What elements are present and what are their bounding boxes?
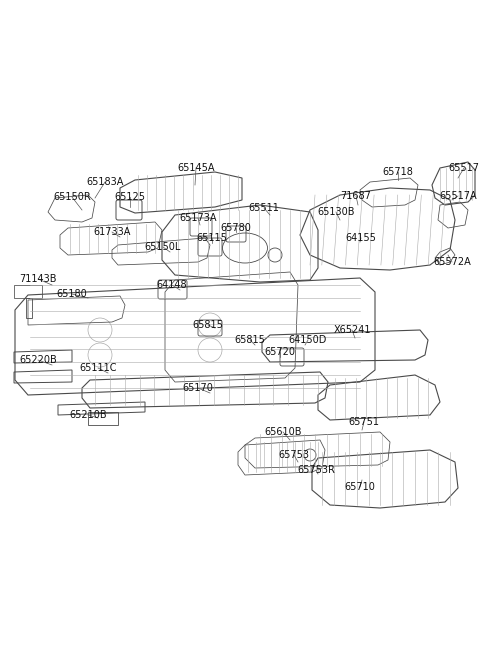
Text: 65753: 65753 [278, 450, 310, 460]
Text: 65111C: 65111C [79, 363, 117, 373]
Text: X65241: X65241 [333, 325, 371, 335]
Text: 65145A: 65145A [177, 163, 215, 173]
Text: 61733A: 61733A [93, 227, 131, 237]
Text: 65150L: 65150L [145, 242, 181, 252]
Text: 65170: 65170 [182, 383, 214, 393]
Text: 65517: 65517 [448, 163, 480, 173]
Text: 65173A: 65173A [179, 213, 217, 223]
Text: 65210B: 65210B [69, 410, 107, 420]
Text: 71687: 71687 [341, 191, 372, 201]
Text: 64155: 64155 [346, 233, 376, 243]
Text: 65780: 65780 [221, 223, 252, 233]
Text: 65511: 65511 [249, 203, 279, 213]
Text: 65572A: 65572A [433, 257, 471, 267]
Text: 64150D: 64150D [289, 335, 327, 345]
Text: 65718: 65718 [383, 167, 413, 177]
Text: 65610B: 65610B [264, 427, 302, 437]
Text: 65115: 65115 [197, 233, 228, 243]
Text: 65150R: 65150R [53, 192, 91, 202]
Text: 65130B: 65130B [317, 207, 355, 217]
Text: 65815: 65815 [235, 335, 265, 345]
Text: 65710: 65710 [345, 482, 375, 492]
Text: 64148: 64148 [156, 280, 187, 290]
Text: 65720: 65720 [264, 347, 296, 357]
Text: 65751: 65751 [348, 417, 380, 427]
Text: 65753R: 65753R [297, 465, 335, 475]
Text: 65183A: 65183A [86, 177, 124, 187]
Text: 65125: 65125 [115, 192, 145, 202]
Text: 65517A: 65517A [439, 191, 477, 201]
Text: 65220B: 65220B [19, 355, 57, 365]
Text: 65180: 65180 [57, 289, 87, 299]
Text: 65815: 65815 [192, 320, 223, 330]
Text: 71143B: 71143B [19, 274, 57, 284]
